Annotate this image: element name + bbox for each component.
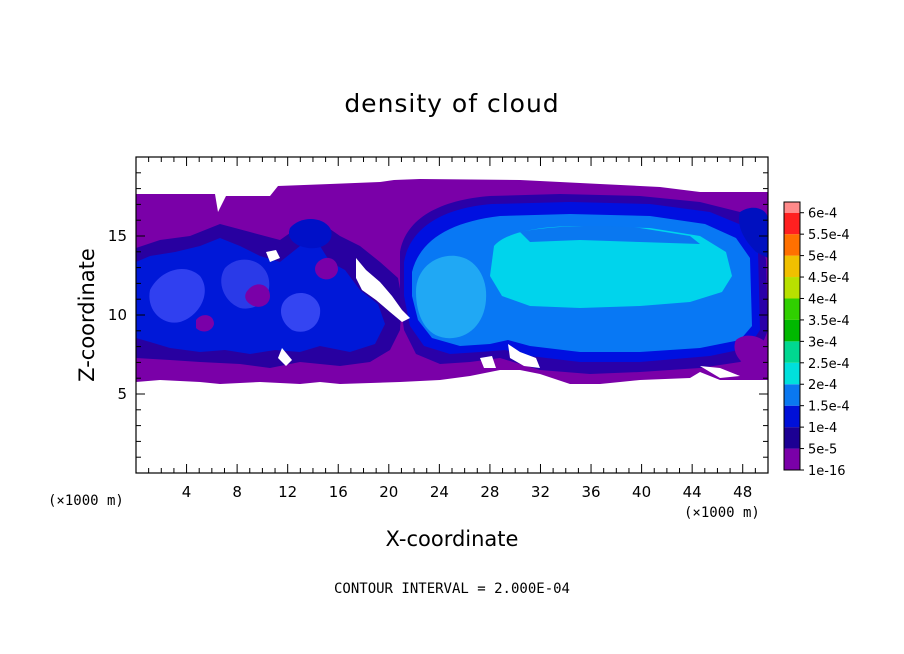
colorbar-swatch [784, 384, 800, 406]
x-unit-label: (×1000 m) [684, 505, 760, 521]
x-tick-label: 36 [581, 483, 600, 501]
field-gap-6 [700, 366, 740, 378]
colorbar-swatch [784, 448, 800, 470]
x-axis-ticks: 4 8 12 16 20 24 28 32 36 40 44 48 [148, 157, 756, 501]
colorbar-swatch [784, 362, 800, 385]
field-gap-4 [508, 344, 540, 368]
field-gap-1 [356, 258, 410, 322]
colorbar-label: 3.5e-4 [808, 314, 850, 329]
field-swirl-1 [245, 284, 270, 307]
y-tick-label: 15 [108, 227, 127, 245]
colorbar-label: 2.5e-4 [808, 357, 850, 372]
colorbar-label: 5e-5 [808, 443, 837, 458]
z-unit-label: (×1000 m) [48, 493, 124, 509]
colorbar-label: 3e-4 [808, 335, 837, 350]
colorbar-label: 2e-4 [808, 378, 837, 393]
y-axis-title: Z-coordinate [75, 248, 99, 382]
colorbar-swatch [784, 202, 800, 213]
field-gap-5 [480, 356, 496, 368]
x-tick-label: 20 [379, 483, 398, 501]
x-tick-label: 48 [733, 483, 752, 501]
x-tick-label: 32 [531, 483, 550, 501]
field-right-edge [738, 207, 768, 258]
field-lobe-left-3 [280, 293, 321, 332]
field-swirl-2 [315, 257, 338, 280]
colorbar-swatch [784, 319, 800, 342]
colorbar-label: 5.5e-4 [808, 228, 850, 243]
colorbar: 1e-16 5e-5 1e-4 1.5e-4 2e-4 2.5e-4 3e-4 3.5e-4 4… [783, 201, 850, 479]
colorbar-swatch [784, 405, 800, 428]
chart-title: density of cloud [344, 89, 559, 118]
field-lobe-left-1 [149, 268, 205, 323]
field-core-left [416, 255, 487, 339]
colorbar-swatch [784, 298, 800, 320]
colorbar-label: 1e-16 [808, 464, 846, 479]
y-axis-ticks: 5 10 15 [108, 172, 768, 458]
colorbar-label: 4e-4 [808, 292, 837, 307]
colorbar-label: 4.5e-4 [808, 271, 850, 286]
field-lobe-left-4 [288, 219, 332, 249]
x-tick-label: 44 [683, 483, 702, 501]
field-gap-2 [266, 250, 280, 262]
x-tick-label: 4 [182, 483, 192, 501]
field-swirl-3 [196, 315, 214, 332]
colorbar-swatch [784, 255, 800, 278]
colorbar-swatch [784, 341, 800, 363]
y-tick-label: 10 [108, 306, 127, 324]
density-field [136, 157, 768, 473]
x-tick-label: 28 [480, 483, 499, 501]
x-tick-label: 12 [278, 483, 297, 501]
x-tick-label: 8 [232, 483, 242, 501]
colorbar-frame [783, 201, 801, 471]
colorbar-swatch [784, 277, 800, 299]
y-tick-label: 5 [117, 385, 127, 403]
colorbar-swatch [784, 212, 800, 235]
x-tick-label: 16 [329, 483, 348, 501]
field-band-2e-4-main [490, 226, 732, 308]
colorbar-label: 5e-4 [808, 250, 837, 265]
colorbar-label: 6e-4 [808, 207, 837, 222]
field-core-top [520, 225, 700, 244]
x-tick-label: 24 [430, 483, 449, 501]
colorbar-label: 1.5e-4 [808, 400, 850, 415]
colorbar-swatch [784, 234, 800, 256]
colorbar-label: 1e-4 [808, 421, 837, 436]
colorbar-swatch [784, 427, 800, 449]
x-axis-title: X-coordinate [386, 527, 519, 551]
field-right-lower [734, 335, 768, 368]
field-gap-3 [278, 348, 292, 366]
x-tick-label: 40 [632, 483, 651, 501]
contour-interval-note: CONTOUR INTERVAL = 2.000E-04 [334, 581, 570, 597]
